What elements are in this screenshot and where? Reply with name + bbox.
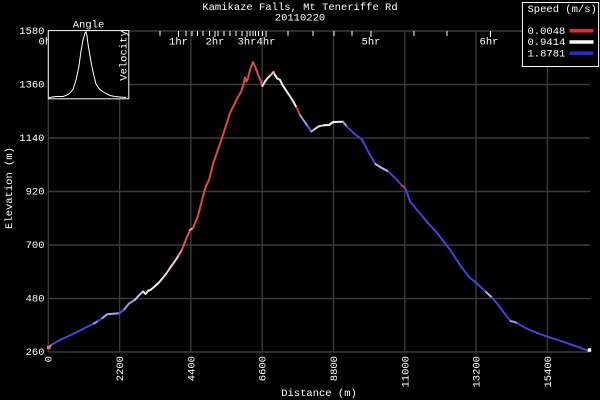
svg-text:Elevation (m): Elevation (m)	[4, 147, 16, 229]
svg-text:1360: 1360	[19, 80, 44, 92]
svg-text:2hr: 2hr	[206, 37, 225, 49]
svg-text:1580: 1580	[19, 26, 44, 38]
svg-text:Speed (m/s): Speed (m/s)	[528, 4, 597, 16]
svg-text:13200: 13200	[472, 356, 484, 388]
svg-text:5hr: 5hr	[362, 37, 381, 49]
svg-text:Angle: Angle	[73, 20, 105, 32]
svg-text:480: 480	[26, 294, 45, 306]
svg-text:4400: 4400	[186, 356, 198, 381]
svg-text:700: 700	[26, 240, 45, 252]
svg-text:6600: 6600	[258, 356, 270, 381]
svg-text:1140: 1140	[19, 133, 44, 145]
svg-text:1hr: 1hr	[169, 37, 188, 49]
svg-text:Velocity: Velocity	[119, 30, 131, 80]
svg-text:260: 260	[26, 347, 45, 359]
svg-text:0.0048: 0.0048	[528, 26, 566, 38]
svg-text:Kamikaze Falls, Mt Teneriffe R: Kamikaze Falls, Mt Teneriffe Rd	[202, 2, 397, 14]
svg-text:920: 920	[26, 187, 45, 199]
svg-text:11000: 11000	[400, 356, 412, 388]
svg-text:20110220: 20110220	[275, 13, 325, 25]
svg-text:8800: 8800	[329, 356, 341, 381]
svg-text:3hr: 3hr	[238, 37, 257, 49]
svg-text:4hr: 4hr	[257, 37, 276, 49]
svg-text:6hr: 6hr	[480, 37, 499, 49]
svg-text:2200: 2200	[115, 356, 127, 381]
svg-text:0: 0	[44, 356, 56, 362]
svg-text:Distance (m): Distance (m)	[281, 388, 357, 400]
svg-text:15400: 15400	[543, 356, 555, 388]
svg-text:1.8781: 1.8781	[528, 48, 566, 60]
svg-text:0.9414: 0.9414	[528, 37, 566, 49]
